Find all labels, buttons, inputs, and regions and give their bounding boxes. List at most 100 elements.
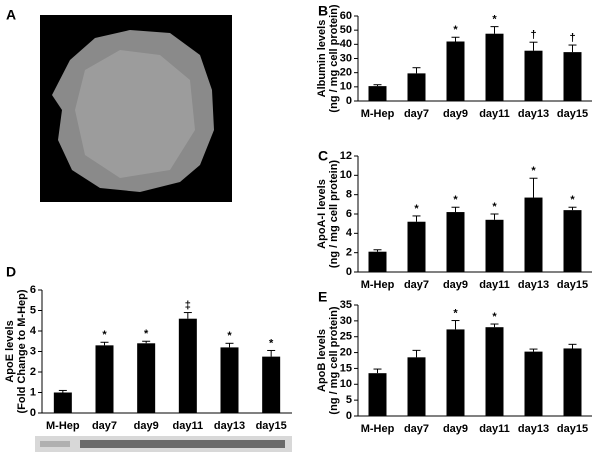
bar bbox=[53, 392, 72, 413]
bar bbox=[407, 357, 426, 416]
panel-letter: D bbox=[6, 264, 16, 280]
y-tick-label: 3 bbox=[30, 345, 36, 357]
significance-mark: * bbox=[453, 24, 458, 36]
blot-band bbox=[80, 440, 285, 448]
bar bbox=[95, 345, 114, 413]
y-axis-label: (ng / mg cell protein) bbox=[328, 160, 340, 269]
y-tick-label: 20 bbox=[340, 346, 352, 358]
y-tick-label: 5 bbox=[346, 394, 352, 406]
x-tick-label: day11 bbox=[479, 423, 510, 435]
y-tick-label: 15 bbox=[340, 362, 352, 374]
significance-mark: * bbox=[492, 201, 497, 213]
bar bbox=[563, 52, 582, 101]
significance-mark: ‡ bbox=[185, 299, 191, 311]
y-tick-label: 6 bbox=[30, 284, 36, 296]
y-axis-label: (Fold Change to M-Hep) bbox=[16, 289, 28, 413]
cell-colony-center bbox=[75, 50, 195, 178]
y-tick-label: 6 bbox=[346, 208, 352, 220]
bar bbox=[485, 33, 504, 102]
x-tick-label: M-Hep bbox=[361, 279, 395, 291]
x-tick-label: day15 bbox=[557, 279, 588, 291]
y-axis-label: ApoB levels bbox=[316, 329, 328, 392]
bar bbox=[563, 210, 582, 272]
y-axis-label: Albumin levels bbox=[316, 20, 328, 98]
y-tick-label: 0 bbox=[346, 95, 352, 107]
panel-letter: A bbox=[6, 7, 16, 23]
x-tick-label: day13 bbox=[214, 420, 245, 432]
y-tick-label: 0 bbox=[30, 407, 36, 419]
y-tick-label: 30 bbox=[340, 52, 352, 64]
x-tick-label: day7 bbox=[404, 423, 429, 435]
x-tick-label: day9 bbox=[443, 108, 468, 120]
panel-letter: C bbox=[318, 148, 328, 164]
bar bbox=[368, 251, 387, 272]
x-tick-label: M-Hep bbox=[361, 423, 395, 435]
x-tick-label: day15 bbox=[557, 108, 588, 120]
bar bbox=[262, 356, 281, 413]
y-tick-label: 30 bbox=[340, 315, 352, 327]
bar bbox=[137, 343, 156, 413]
x-tick-label: day15 bbox=[256, 420, 287, 432]
y-tick-label: 40 bbox=[340, 38, 352, 50]
bar bbox=[446, 329, 465, 416]
x-tick-label: day7 bbox=[92, 420, 117, 432]
x-tick-label: day7 bbox=[404, 108, 429, 120]
x-tick-label: day13 bbox=[518, 423, 549, 435]
x-tick-label: day7 bbox=[404, 279, 429, 291]
x-tick-label: day11 bbox=[479, 279, 510, 291]
bar bbox=[368, 373, 387, 416]
x-tick-label: day13 bbox=[518, 279, 549, 291]
bar bbox=[220, 347, 239, 413]
significance-mark: † bbox=[569, 32, 575, 44]
bar bbox=[407, 221, 426, 272]
y-tick-label: 60 bbox=[340, 10, 352, 22]
bar bbox=[407, 73, 426, 101]
significance-mark: * bbox=[531, 165, 536, 177]
x-tick-label: day9 bbox=[443, 279, 468, 291]
x-tick-label: M-Hep bbox=[361, 108, 395, 120]
x-tick-label: day13 bbox=[518, 108, 549, 120]
y-tick-label: 25 bbox=[340, 331, 352, 343]
panel-letter: E bbox=[318, 289, 327, 305]
x-tick-label: day9 bbox=[443, 423, 468, 435]
y-tick-label: 10 bbox=[340, 378, 352, 390]
y-axis-label: (ng / mg cell protein) bbox=[328, 306, 340, 415]
y-tick-label: 2 bbox=[30, 366, 36, 378]
significance-mark: * bbox=[570, 194, 575, 206]
y-axis-label: (ng / mg cell protein) bbox=[328, 4, 340, 113]
significance-mark: * bbox=[144, 328, 149, 340]
significance-mark: * bbox=[227, 330, 232, 342]
bar bbox=[524, 50, 543, 101]
significance-mark: * bbox=[492, 14, 497, 26]
x-tick-label: day9 bbox=[134, 420, 159, 432]
significance-mark: * bbox=[269, 337, 274, 349]
x-tick-label: M-Hep bbox=[46, 420, 80, 432]
y-tick-label: 35 bbox=[340, 299, 352, 311]
significance-mark: * bbox=[453, 194, 458, 206]
bar bbox=[563, 348, 582, 416]
y-tick-label: 8 bbox=[346, 189, 352, 201]
y-tick-label: 10 bbox=[340, 81, 352, 93]
blot-band bbox=[40, 441, 70, 447]
significance-mark: * bbox=[453, 307, 458, 319]
y-tick-label: 4 bbox=[30, 325, 37, 337]
y-tick-label: 1 bbox=[30, 386, 36, 398]
x-tick-label: day11 bbox=[173, 420, 204, 432]
bar bbox=[524, 351, 543, 416]
bar bbox=[485, 327, 504, 416]
y-axis-label: ApoA-I levels bbox=[316, 179, 328, 249]
x-tick-label: day15 bbox=[557, 423, 588, 435]
y-tick-label: 20 bbox=[340, 67, 352, 79]
y-tick-label: 0 bbox=[346, 266, 352, 278]
significance-mark: † bbox=[530, 29, 536, 41]
x-tick-label: day11 bbox=[479, 108, 510, 120]
panel-letter: B bbox=[318, 3, 328, 19]
bar bbox=[368, 86, 387, 101]
y-axis-label: ApoE levels bbox=[4, 320, 16, 382]
y-tick-label: 50 bbox=[340, 24, 352, 36]
bar bbox=[446, 41, 465, 101]
significance-mark: * bbox=[414, 203, 419, 215]
y-tick-label: 10 bbox=[340, 169, 352, 181]
bar bbox=[524, 197, 543, 272]
